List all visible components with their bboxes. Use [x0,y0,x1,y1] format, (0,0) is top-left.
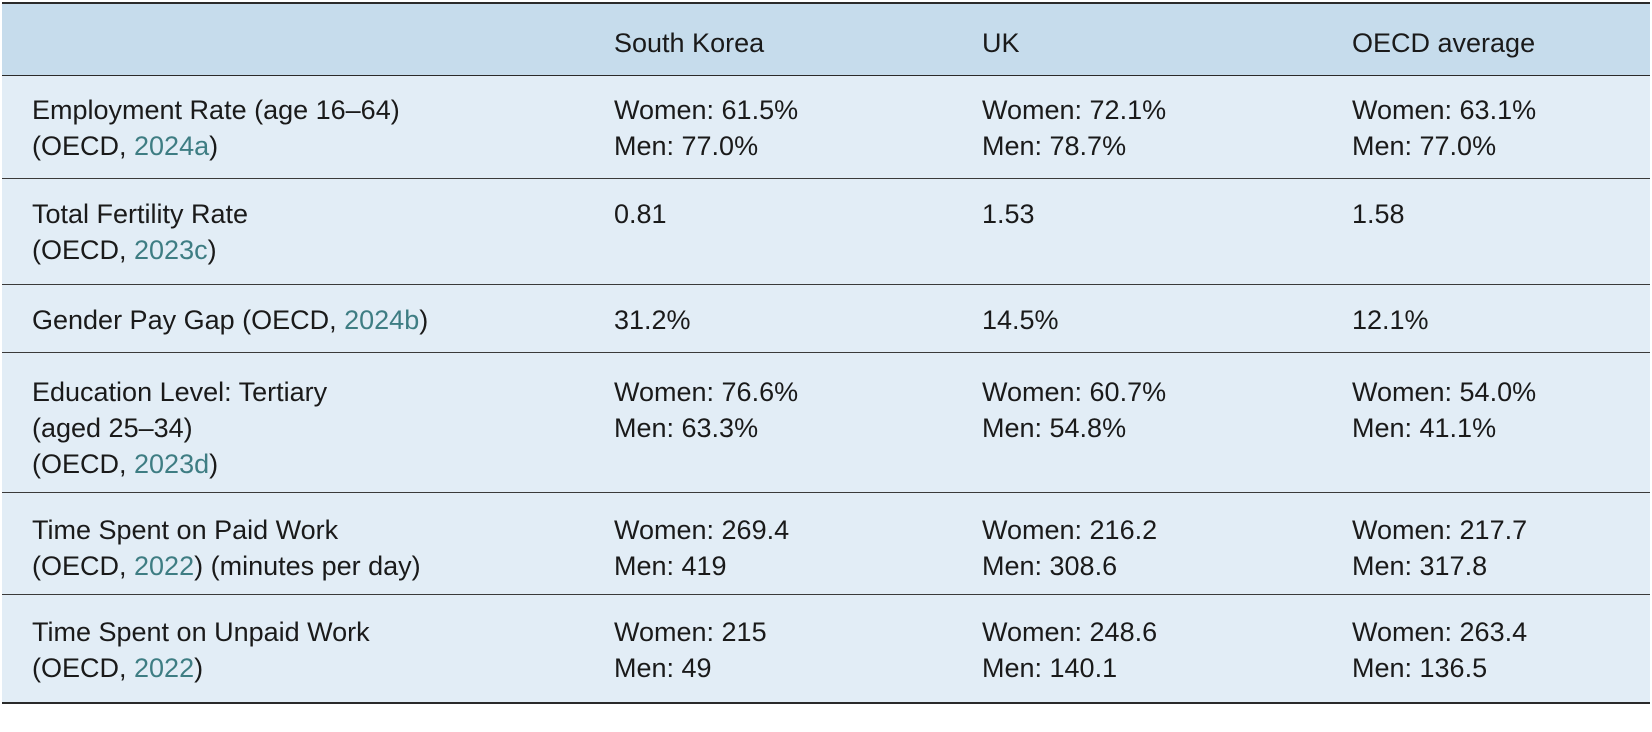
citation-link[interactable]: 2024b [344,305,420,335]
source-suffix: ) [209,131,219,161]
cell-uk: Women: 248.6 Men: 140.1 [982,595,1352,704]
row-label-source: (OECD, 2022) [32,650,614,686]
citation-link[interactable]: 2022 [134,653,195,683]
cell-south-korea: 31.2% [614,285,982,353]
row-label: Time Spent on Unpaid Work (OECD, 2022) [2,595,614,704]
source-prefix: (OECD, [32,235,135,265]
value-women: Women: 72.1% [982,95,1167,125]
row-label: Total Fertility Rate (OECD, 2023c) [2,179,614,285]
table-body: Employment Rate (age 16–64) (OECD, 2024a… [2,75,1650,704]
value-men: Men: 136.5 [1352,653,1488,683]
value-women: Women: 217.7 [1352,515,1528,545]
citation-link[interactable]: 2023c [134,235,208,265]
row-label-title: Employment Rate (age 16–64) [32,95,400,125]
source-suffix: ) (minutes per day) [194,551,421,581]
value: 14.5% [982,305,1059,335]
value-men: Men: 41.1% [1352,413,1497,443]
value-men: Men: 308.6 [982,551,1118,581]
source-prefix: (OECD, [32,131,135,161]
value-men: Men: 419 [614,551,727,581]
value-women: Women: 76.6% [614,377,799,407]
row-label-title: Gender Pay Gap (OECD, 2024b) [32,302,614,338]
cell-uk: Women: 60.7% Men: 54.8% [982,353,1352,493]
table-row-unpaid-work: Time Spent on Unpaid Work (OECD, 2022) W… [2,594,1650,704]
value: 12.1% [1352,305,1429,335]
value-women: Women: 54.0% [1352,377,1537,407]
cell-oecd-average: Women: 217.7 Men: 317.8 [1352,493,1650,595]
value-women: Women: 263.4 [1352,617,1528,647]
cell-south-korea: Women: 61.5% Men: 77.0% [614,76,982,179]
source-prefix: (OECD, [32,653,135,683]
value-men: Men: 77.0% [1352,131,1497,161]
cell-oecd-average: Women: 263.4 Men: 136.5 [1352,595,1650,704]
cell-oecd-average: 1.58 [1352,179,1650,285]
table-header: South Korea UK OECD average [2,3,1650,76]
comparison-table: South Korea UK OECD average Employment R… [2,2,1650,704]
cell-oecd-average: 12.1% [1352,285,1650,353]
citation-link[interactable]: 2024a [134,131,210,161]
cell-uk: 1.53 [982,179,1352,285]
value: 31.2% [614,305,691,335]
table-row-paid-work: Time Spent on Paid Work (OECD, 2022) (mi… [2,492,1650,595]
row-label-title: Education Level: Tertiary [32,377,328,407]
label-text: Gender Pay Gap (OECD, [32,305,345,335]
value-women: Women: 215 [614,617,767,647]
header-south-korea: South Korea [614,28,765,58]
row-label: Time Spent on Paid Work (OECD, 2022) (mi… [2,493,614,595]
source-suffix: ) [209,449,219,479]
row-label: Gender Pay Gap (OECD, 2024b) [2,285,614,353]
source-suffix: ) [207,235,217,265]
source-suffix: ) [419,305,429,335]
citation-link[interactable]: 2022 [134,551,195,581]
header-row: South Korea UK OECD average [2,3,1650,76]
header-oecd-average: OECD average [1352,28,1536,58]
value: 1.58 [1352,199,1405,229]
value-men: Men: 140.1 [982,653,1118,683]
row-label: Education Level: Tertiary (aged 25–34) (… [2,353,614,493]
value-men: Men: 78.7% [982,131,1127,161]
value-men: Men: 77.0% [614,131,759,161]
source-prefix: (OECD, [32,449,135,479]
row-label-subtitle: (aged 25–34) [32,413,193,443]
row-label-title: Time Spent on Unpaid Work [32,617,370,647]
header-uk: UK [982,28,1020,58]
value-men: Men: 54.8% [982,413,1127,443]
table-row-gender-pay-gap: Gender Pay Gap (OECD, 2024b) 31.2% 14.5%… [2,284,1650,353]
value: 1.53 [982,199,1035,229]
row-label: Employment Rate (age 16–64) (OECD, 2024a… [2,76,614,179]
source-suffix: ) [194,653,204,683]
cell-oecd-average: Women: 63.1% Men: 77.0% [1352,76,1650,179]
cell-oecd-average: Women: 54.0% Men: 41.1% [1352,353,1650,493]
value-women: Women: 61.5% [614,95,799,125]
source-prefix: (OECD, [32,551,135,581]
data-table: South Korea UK OECD average Employment R… [2,2,1650,704]
table-row-fertility-rate: Total Fertility Rate (OECD, 2023c) 0.81 … [2,178,1650,285]
table-row-education-level: Education Level: Tertiary (aged 25–34) (… [2,352,1650,493]
value: 0.81 [614,199,667,229]
value-women: Women: 63.1% [1352,95,1537,125]
value-women: Women: 269.4 [614,515,790,545]
row-label-source: (OECD, 2024a) [32,128,614,164]
cell-south-korea: Women: 215 Men: 49 [614,595,982,704]
cell-south-korea: Women: 76.6% Men: 63.3% [614,353,982,493]
row-label-title: Total Fertility Rate [32,199,249,229]
table-row-employment-rate: Employment Rate (age 16–64) (OECD, 2024a… [2,75,1650,179]
cell-south-korea: 0.81 [614,179,982,285]
cell-uk: Women: 216.2 Men: 308.6 [982,493,1352,595]
row-label-title: Time Spent on Paid Work [32,515,339,545]
cell-uk: 14.5% [982,285,1352,353]
row-label-source: (OECD, 2023d) [32,446,614,482]
value-men: Men: 49 [614,653,712,683]
cell-uk: Women: 72.1% Men: 78.7% [982,76,1352,179]
row-label-source: (OECD, 2023c) [32,232,614,268]
cell-south-korea: Women: 269.4 Men: 419 [614,493,982,595]
value-men: Men: 63.3% [614,413,759,443]
header-cell-empty [2,3,614,76]
value-men: Men: 317.8 [1352,551,1488,581]
value-women: Women: 216.2 [982,515,1158,545]
value-women: Women: 60.7% [982,377,1167,407]
citation-link[interactable]: 2023d [134,449,210,479]
row-label-source: (OECD, 2022) (minutes per day) [32,548,614,584]
value-women: Women: 248.6 [982,617,1158,647]
